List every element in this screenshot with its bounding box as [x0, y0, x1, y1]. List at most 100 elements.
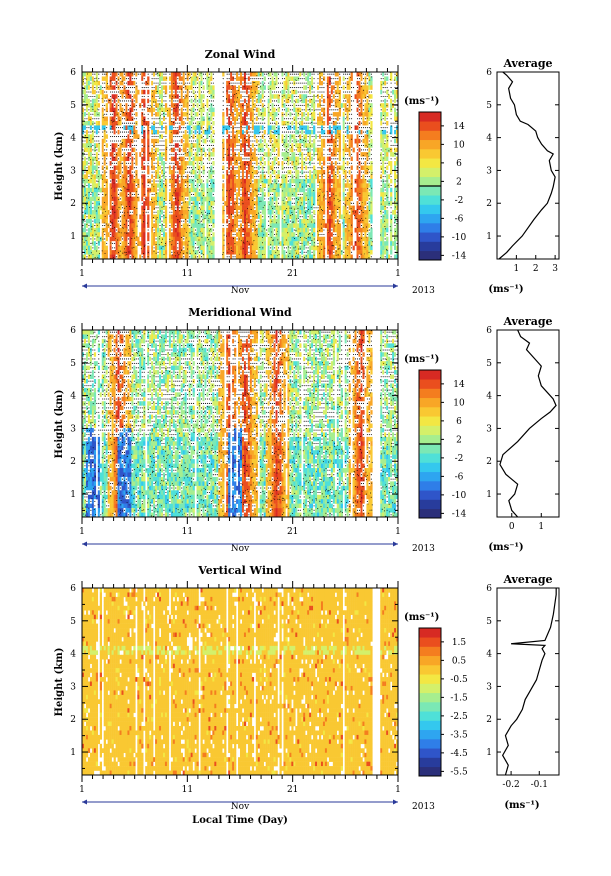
contour-dot — [169, 104, 171, 106]
contour-dot — [129, 87, 131, 89]
heatmap-cell — [190, 129, 193, 135]
heatmap-cell — [135, 169, 138, 175]
heatmap-cell — [103, 201, 106, 206]
contour-dot — [179, 109, 181, 111]
heatmap-cell — [103, 174, 106, 180]
contour-dot — [242, 95, 244, 98]
heatmap-cell — [200, 107, 203, 113]
heatmap-cell — [115, 201, 118, 206]
heatmap-cell — [228, 245, 231, 251]
contour-dot — [226, 167, 228, 169]
heatmap-cell — [208, 187, 211, 193]
contour-dot — [228, 220, 230, 222]
heatmap-cell — [129, 174, 132, 180]
contour-dot — [250, 140, 252, 142]
contour-dot — [135, 109, 137, 111]
heatmap-cell — [180, 232, 183, 237]
contour-dot — [141, 256, 143, 258]
contour-dot — [190, 226, 192, 228]
heatmap-cell — [113, 94, 116, 99]
heatmap-cell — [143, 138, 146, 144]
heatmap-cell — [222, 196, 225, 202]
heatmap-cell — [101, 201, 104, 206]
contour-dot — [240, 151, 242, 153]
contour-dot — [228, 171, 230, 173]
contour-dot — [113, 111, 115, 113]
heatmap-cell — [228, 250, 231, 255]
contour-dot — [86, 197, 87, 199]
contour-dot — [108, 99, 110, 101]
contour-dot — [114, 162, 116, 164]
contour-dot — [120, 162, 122, 164]
contour-dot — [206, 171, 208, 173]
heatmap-cell — [172, 174, 176, 180]
heatmap-cell — [192, 227, 195, 233]
contour-dot — [121, 171, 124, 173]
heatmap-cell — [186, 98, 189, 104]
heatmap-cell — [143, 227, 146, 233]
contour-dot — [181, 153, 183, 155]
heatmap-cell — [125, 223, 128, 229]
heatmap-cell — [133, 210, 136, 215]
contour-dot — [98, 203, 100, 205]
contour-dot — [175, 255, 177, 257]
heatmap-cell — [241, 143, 245, 148]
heatmap-cell — [107, 98, 110, 104]
heatmap-cell — [141, 223, 144, 229]
contour-dot — [116, 118, 118, 120]
contour-dot — [226, 225, 228, 227]
heatmap-cell — [105, 227, 108, 233]
contour-dot — [185, 218, 187, 220]
heatmap-cell — [178, 214, 182, 220]
heatmap-cell — [129, 138, 132, 144]
heatmap-cell — [123, 187, 126, 193]
heatmap-cell — [249, 178, 253, 184]
heatmap-cell — [190, 178, 193, 184]
heatmap-cell — [198, 214, 201, 220]
contour-dot — [98, 158, 100, 160]
heatmap-cell — [198, 94, 201, 99]
contour-dot — [208, 184, 210, 187]
contour-dot — [110, 119, 112, 121]
heatmap-cell — [240, 143, 243, 148]
contour-dot — [110, 73, 112, 75]
panel-title-meridional: Meridional Wind — [188, 306, 292, 319]
contour-dot — [171, 162, 173, 164]
contour-dot — [106, 162, 108, 164]
heatmap-cell — [170, 254, 174, 259]
contour-dot — [133, 113, 135, 115]
heatmap-cell — [243, 143, 247, 148]
heatmap-cell — [99, 187, 103, 193]
heatmap-cell — [164, 147, 168, 153]
heatmap-cell — [113, 125, 116, 131]
contour-dot — [158, 176, 160, 178]
heatmap-cell — [101, 107, 104, 113]
heatmap-cell — [202, 196, 205, 202]
contour-dot — [161, 238, 163, 240]
contour-dot — [238, 198, 240, 200]
contour-dot — [246, 95, 248, 98]
heatmap-cell — [172, 223, 176, 229]
contour-dot — [247, 96, 249, 98]
heatmap-cell — [241, 76, 245, 82]
heatmap-cell — [83, 192, 87, 197]
heatmap-cell — [168, 250, 172, 255]
heatmap-cell — [93, 232, 97, 237]
contour-dot — [110, 131, 112, 133]
contour-dot — [157, 118, 159, 120]
heatmap-cell — [121, 201, 124, 206]
contour-dot — [224, 153, 226, 155]
heatmap-cell — [133, 103, 136, 108]
contour-dot — [236, 82, 238, 84]
heatmap-cell — [149, 178, 152, 184]
heatmap-cell — [91, 196, 95, 202]
heatmap-cell — [253, 134, 257, 140]
heatmap-cell — [251, 120, 255, 126]
heatmap-cell — [113, 76, 116, 82]
heatmap-cell — [129, 192, 132, 197]
heatmap-cell — [245, 174, 249, 180]
heatmap-cell — [194, 201, 197, 206]
contour-dot — [213, 96, 215, 98]
heatmap-cell — [249, 192, 253, 197]
